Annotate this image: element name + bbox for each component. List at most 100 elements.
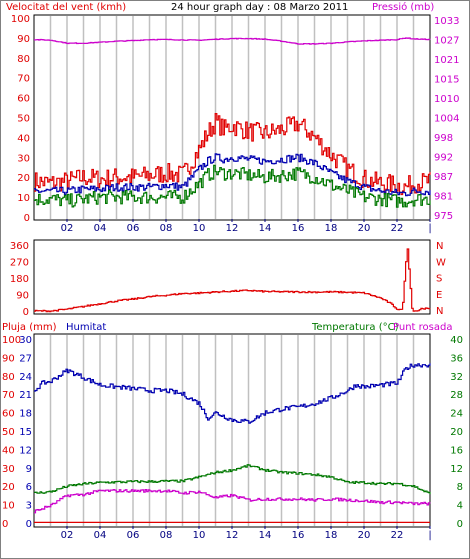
- x-tick-label: 04: [94, 223, 107, 234]
- left-tick-label: 10: [17, 193, 30, 204]
- left-tick-label-humidity: 18: [19, 409, 32, 420]
- x-tick-label: 14: [259, 530, 272, 541]
- right-tick-label: 992: [434, 153, 453, 164]
- x-tick-label: 02: [61, 530, 74, 541]
- left-tick-label: 40: [17, 133, 30, 144]
- left-tick-label-rain: 80: [2, 372, 15, 383]
- left-tick-label-humidity: 0: [26, 519, 32, 530]
- series-line-magenta: [34, 489, 431, 514]
- series-line-red: [34, 113, 431, 196]
- compass-tick-label: N: [436, 306, 443, 317]
- x-tick-label: 16: [292, 530, 305, 541]
- left-tick-label: 270: [10, 258, 29, 269]
- left-tick-label: 70: [17, 74, 30, 85]
- right-tick-label: 4: [457, 501, 463, 512]
- right-tick-label: 1015: [434, 75, 459, 86]
- right-tick-label: 981: [434, 192, 453, 203]
- right-tick-label: 975: [434, 211, 453, 222]
- panel-2-frame: [33, 239, 431, 315]
- compass-tick-label: S: [436, 274, 442, 285]
- temperature-axis-title: Temperatura (°C): [311, 322, 399, 333]
- right-tick-label: 8: [457, 482, 463, 493]
- left-tick-label: 0: [24, 213, 30, 224]
- left-tick-label: 90: [17, 34, 30, 45]
- x-tick-label: 14: [259, 223, 272, 234]
- left-tick-label-rain: 30: [2, 464, 15, 475]
- right-tick-label: 40: [450, 335, 463, 346]
- x-tick-label: 08: [160, 223, 173, 234]
- humidity-axis-title: Humitat: [66, 322, 106, 333]
- left-tick-label: 360: [10, 241, 29, 252]
- x-tick-label: 12: [226, 223, 239, 234]
- left-tick-label: 20: [17, 173, 30, 184]
- x-tick-label: 02: [61, 223, 74, 234]
- left-tick-label: 60: [17, 94, 30, 105]
- wind-speed-axis-title: Velocitat del vent (kmh): [6, 2, 126, 13]
- x-tick-label: 22: [391, 530, 404, 541]
- x-tick-label: 08: [160, 530, 173, 541]
- compass-tick-label: E: [436, 290, 442, 301]
- series-line-blue: [34, 153, 431, 197]
- left-tick-label-humidity: 9: [26, 464, 32, 475]
- left-tick-label: 90: [16, 291, 29, 302]
- left-tick-label-humidity: 21: [19, 390, 32, 401]
- series-line-magenta: [34, 37, 431, 45]
- left-tick-label-rain: 40: [2, 445, 15, 456]
- series-line-direction: [34, 248, 431, 313]
- left-tick-label: 180: [10, 274, 29, 285]
- x-tick-label: 10: [193, 530, 206, 541]
- x-tick-label: 18: [325, 223, 338, 234]
- right-tick-label: 1010: [434, 94, 459, 105]
- x-tick-label: 06: [127, 223, 140, 234]
- right-tick-label: 32: [450, 372, 463, 383]
- left-tick-label-humidity: 30: [19, 335, 32, 346]
- x-tick-label: |: [428, 530, 431, 541]
- right-tick-label: 24: [450, 409, 463, 420]
- right-tick-label: 1033: [434, 16, 459, 27]
- series-line-green: [34, 464, 431, 495]
- right-tick-label: 28: [450, 390, 463, 401]
- x-tick-label: 10: [193, 223, 206, 234]
- x-tick-label: |: [428, 223, 431, 234]
- pressure-axis-title: Pressió (mb): [372, 1, 434, 13]
- x-tick-label: 22: [391, 223, 404, 234]
- rain-axis-title: Pluja (mm): [2, 322, 57, 333]
- right-tick-label: 1027: [434, 36, 459, 47]
- left-tick-label: 80: [17, 54, 30, 65]
- left-tick-label-humidity: 27: [19, 353, 32, 364]
- x-tick-label: 06: [127, 530, 140, 541]
- compass-tick-label: N: [436, 241, 443, 252]
- right-tick-label: 998: [434, 133, 453, 144]
- left-tick-label-humidity: 15: [19, 427, 32, 438]
- chart-title: 24 hour graph day : 08 Marzo 2011: [171, 2, 348, 13]
- left-tick-label-rain: 50: [2, 427, 15, 438]
- compass-tick-label: W: [436, 257, 446, 268]
- right-tick-label: 987: [434, 172, 453, 183]
- left-tick-label: 0: [23, 307, 29, 318]
- right-tick-label: 0: [457, 519, 463, 530]
- dew-point-axis-title: Punt rosada: [393, 322, 452, 333]
- left-tick-label-humidity: 3: [26, 501, 32, 512]
- x-tick-label: 18: [325, 530, 338, 541]
- series-line-blue: [34, 363, 431, 424]
- left-tick-label-rain: 0: [2, 519, 8, 530]
- x-tick-label: 20: [358, 223, 371, 234]
- x-tick-label: 20: [358, 530, 371, 541]
- left-tick-label: 100: [11, 14, 30, 25]
- x-tick-label: 16: [292, 223, 305, 234]
- x-tick-label: 04: [94, 530, 107, 541]
- left-tick-label-rain: 10: [2, 501, 15, 512]
- right-tick-label: 20: [450, 427, 463, 438]
- left-tick-label-humidity: 6: [26, 482, 32, 493]
- left-tick-label-rain: 100: [2, 335, 21, 346]
- right-tick-label: 1021: [434, 55, 459, 66]
- series-line-green: [34, 164, 431, 208]
- right-tick-label: 1004: [434, 114, 459, 125]
- right-tick-label: 36: [450, 353, 463, 364]
- x-tick-label: 12: [226, 530, 239, 541]
- left-tick-label-rain: 70: [2, 390, 15, 401]
- right-tick-label: 12: [450, 464, 463, 475]
- left-tick-label: 30: [17, 153, 30, 164]
- left-tick-label-rain: 60: [2, 409, 15, 420]
